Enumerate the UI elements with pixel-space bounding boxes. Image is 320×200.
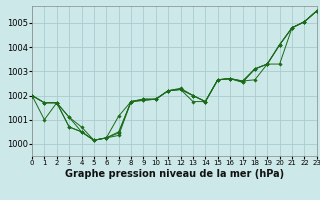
X-axis label: Graphe pression niveau de la mer (hPa): Graphe pression niveau de la mer (hPa) bbox=[65, 169, 284, 179]
